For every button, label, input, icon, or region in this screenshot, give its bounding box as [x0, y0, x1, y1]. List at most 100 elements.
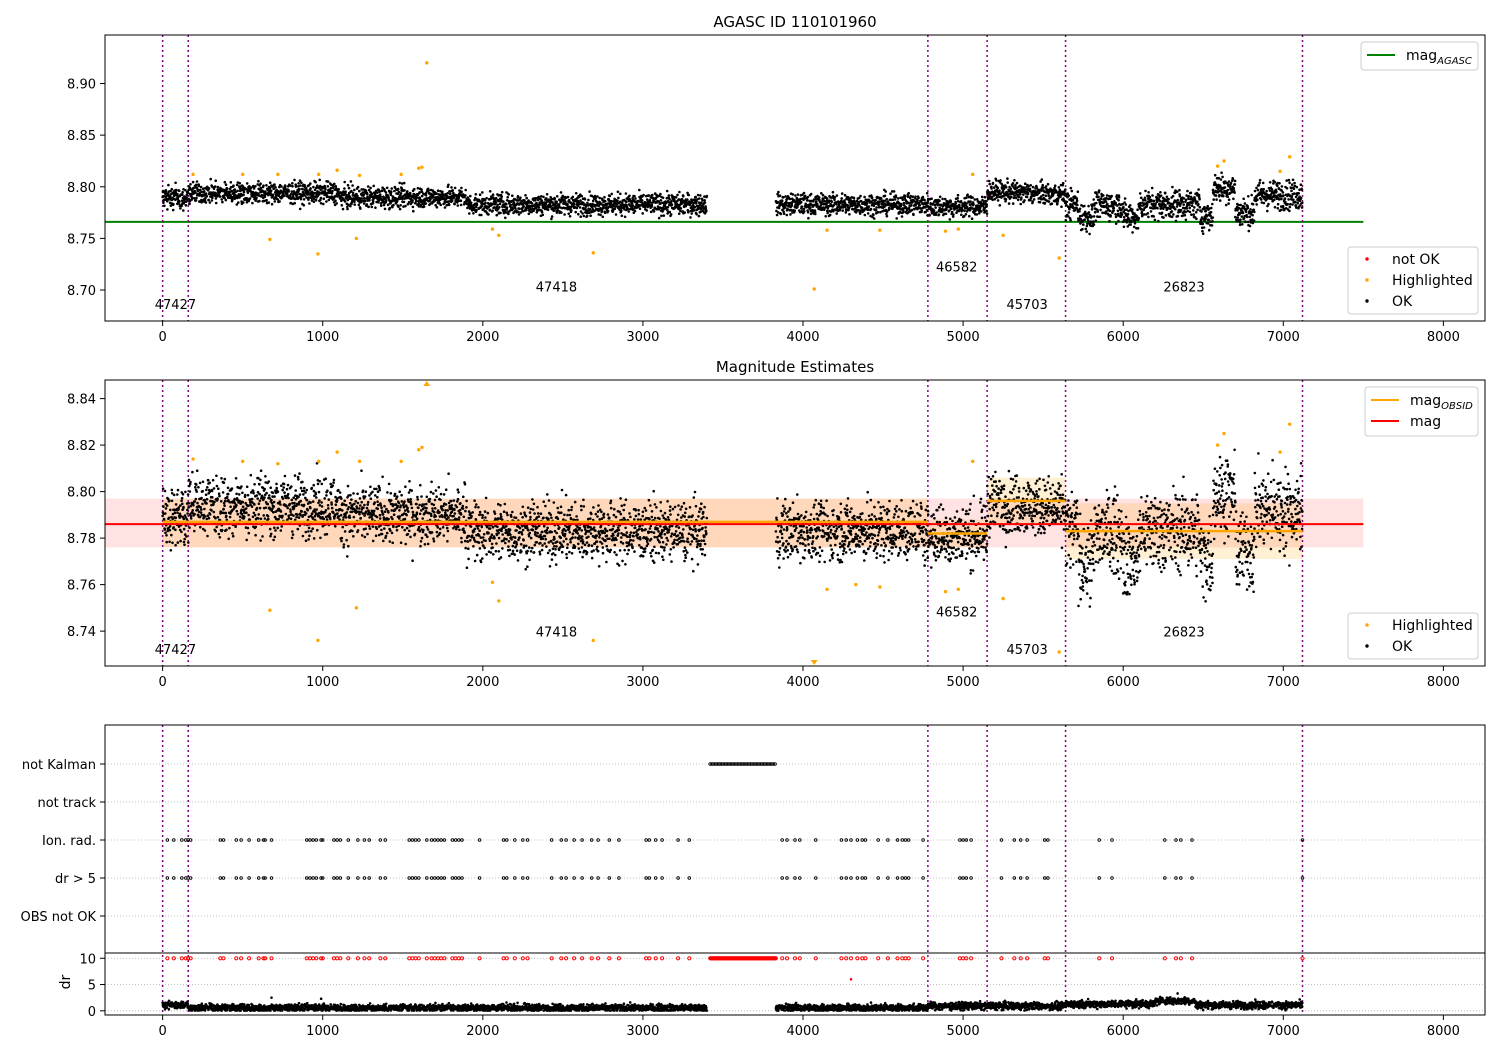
ok-point — [1258, 181, 1261, 185]
ok-point — [1251, 202, 1255, 206]
ok-point — [1013, 194, 1016, 198]
ok-point — [1296, 201, 1300, 205]
ok-point — [790, 204, 794, 207]
ok-point — [820, 192, 823, 195]
x-tick-label: 1000 — [306, 330, 339, 345]
ok-point — [164, 190, 168, 193]
ok-point — [671, 195, 675, 198]
ok-point — [992, 186, 996, 189]
ok-point — [217, 487, 220, 491]
ok-point — [208, 201, 212, 204]
ok-point — [885, 214, 889, 218]
ok-point — [1096, 215, 1100, 219]
ok-point — [1299, 183, 1303, 186]
ok-point — [678, 190, 681, 194]
ok-point — [168, 499, 171, 503]
ok-point — [874, 198, 877, 202]
ok-point — [693, 209, 696, 212]
ok-point — [464, 188, 468, 192]
ok-point — [943, 197, 947, 201]
ok-point — [652, 210, 656, 213]
ok-point — [170, 187, 174, 191]
ok-point — [651, 193, 654, 197]
ok-point — [1300, 188, 1304, 192]
ok-point — [174, 190, 178, 194]
ok-point — [191, 180, 195, 184]
ok-point — [627, 210, 630, 213]
ok-point — [1230, 190, 1234, 194]
ok-point — [211, 478, 215, 482]
ok-point — [384, 199, 388, 202]
ok-point — [1233, 191, 1236, 194]
ok-point — [891, 198, 895, 201]
ok-point — [616, 190, 620, 194]
ok-point — [1156, 200, 1159, 203]
ok-point — [1126, 212, 1130, 216]
ok-point — [310, 199, 314, 202]
ok-point — [242, 201, 245, 204]
ok-point — [1262, 187, 1265, 191]
ok-point — [1019, 193, 1022, 196]
ok-point — [917, 196, 920, 200]
ok-point — [1110, 194, 1113, 198]
ok-point — [424, 202, 428, 205]
ok-point — [1053, 184, 1057, 187]
ok-point — [199, 525, 202, 529]
ok-point — [978, 211, 981, 215]
ok-point — [983, 195, 987, 199]
ok-point — [824, 205, 828, 209]
ok-point — [215, 474, 218, 478]
ok-point — [193, 197, 196, 200]
ok-point — [283, 194, 286, 198]
ok-point — [246, 526, 250, 530]
ok-point — [165, 540, 168, 544]
ok-point — [1247, 195, 1250, 198]
ok-point — [1061, 183, 1064, 187]
ok-point — [817, 196, 821, 199]
ok-point — [233, 188, 237, 191]
ok-point — [168, 540, 171, 544]
ok-point — [1272, 192, 1276, 195]
ok-point — [1193, 197, 1197, 201]
ok-point — [1011, 182, 1015, 185]
ok-point — [1083, 210, 1087, 214]
x-tick-label: 0 — [158, 330, 166, 345]
ok-point — [679, 207, 683, 210]
ok-point — [366, 185, 370, 188]
ok-point — [249, 473, 253, 477]
ok-point — [186, 512, 189, 515]
ok-point — [325, 200, 328, 203]
ok-point — [1044, 185, 1048, 188]
ok-point — [214, 197, 218, 200]
ok-point — [666, 208, 669, 212]
ok-point — [1226, 188, 1230, 192]
ok-point — [171, 512, 175, 516]
ok-point — [1181, 200, 1184, 204]
ok-point — [353, 200, 356, 204]
ok-point — [1197, 193, 1201, 197]
ok-point — [971, 196, 974, 199]
ok-point — [860, 206, 864, 210]
ok-point — [624, 192, 628, 195]
ok-point — [1256, 188, 1260, 192]
ok-point — [524, 208, 528, 212]
ok-point — [220, 477, 223, 480]
highlighted-point — [425, 61, 429, 65]
ok-point — [1125, 208, 1128, 211]
ok-point — [921, 195, 925, 199]
ok-point — [540, 211, 544, 214]
ok-point — [1188, 203, 1191, 207]
ok-point — [494, 196, 498, 200]
ok-point — [418, 191, 421, 194]
ok-point — [401, 197, 404, 201]
ok-point — [552, 209, 556, 212]
ok-point — [614, 205, 617, 208]
ok-point — [243, 515, 246, 518]
ok-point — [883, 202, 886, 205]
ok-point — [317, 191, 321, 194]
ok-point — [216, 515, 220, 519]
panel-agasc: AGASC ID 110101960 474274741846582457032… — [67, 13, 1486, 345]
ok-point — [166, 208, 169, 211]
ok-point — [246, 493, 250, 497]
